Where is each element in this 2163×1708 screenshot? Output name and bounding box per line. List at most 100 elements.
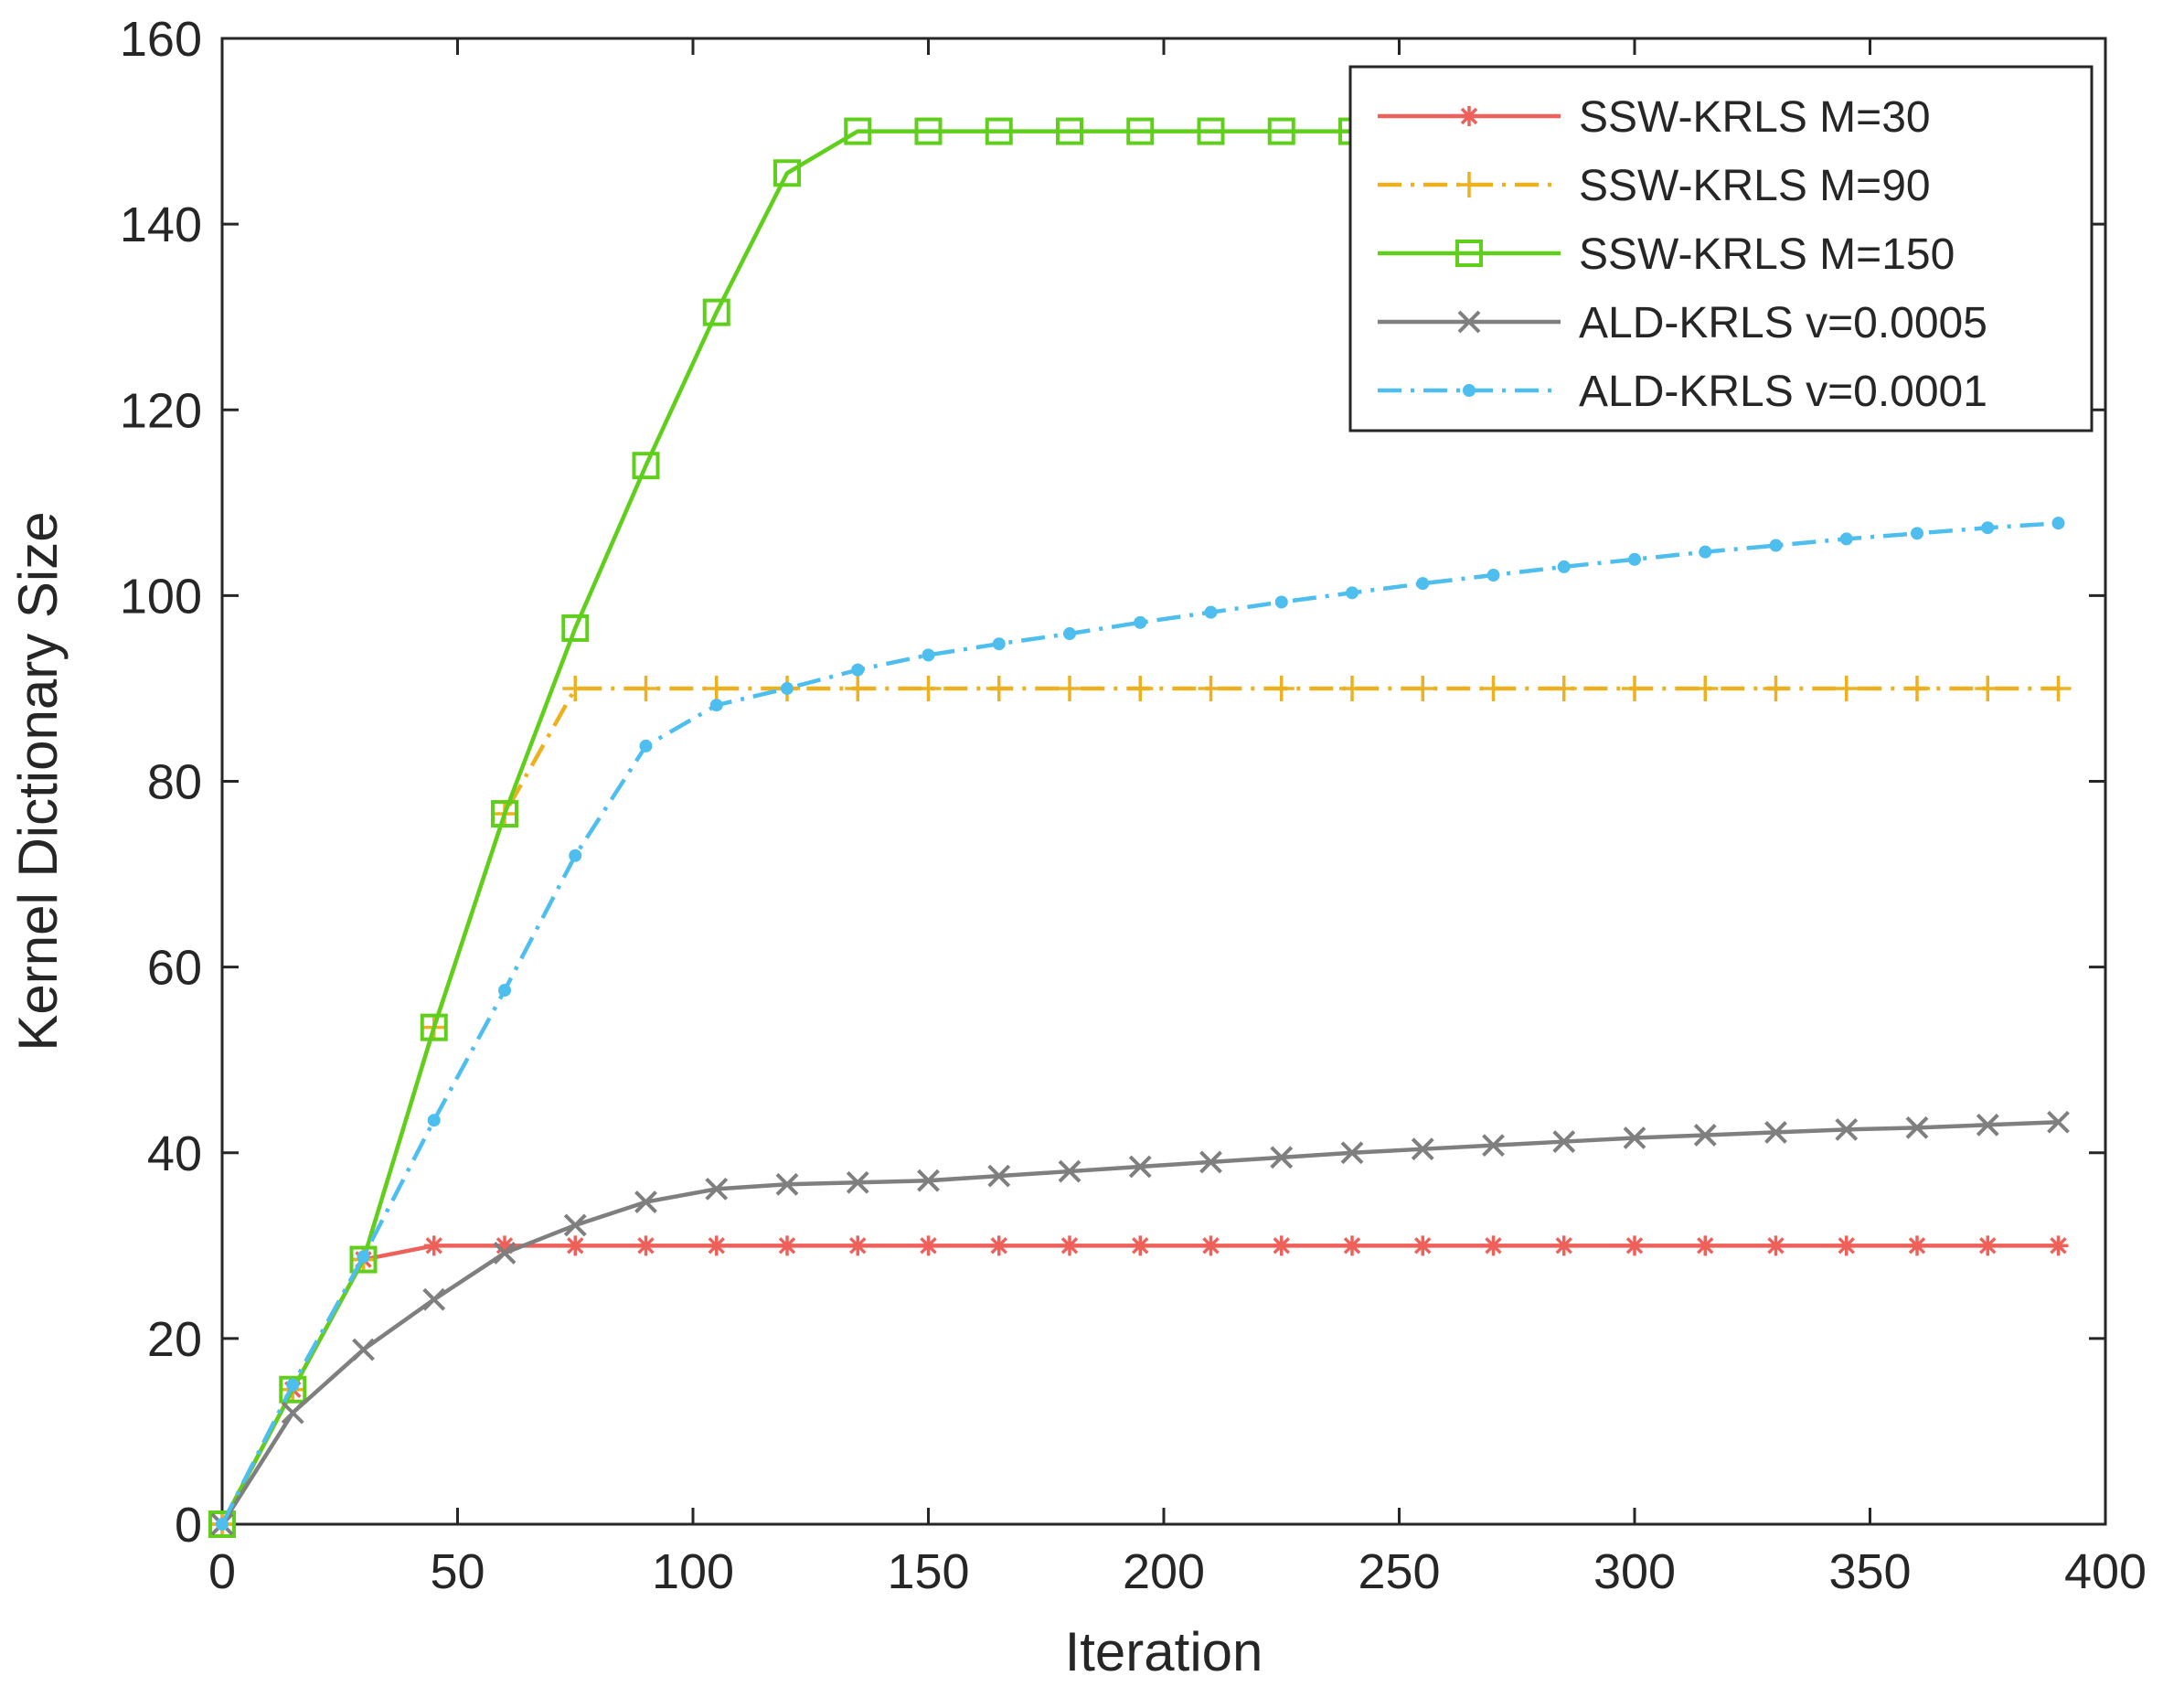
- data-point: [1625, 1235, 1645, 1256]
- data-point: [1204, 605, 1218, 619]
- data-point: [915, 675, 942, 701]
- data-point: [992, 637, 1006, 651]
- data-point: [1197, 117, 1225, 145]
- data-point: [1765, 1235, 1786, 1256]
- y-tick-label: 40: [147, 1126, 202, 1181]
- x-tick-label: 50: [430, 1544, 485, 1599]
- data-point: [773, 159, 801, 187]
- data-point: [844, 117, 872, 145]
- data-point: [2048, 1235, 2069, 1256]
- data-point: [1907, 1235, 1927, 1256]
- data-point: [1271, 1235, 1292, 1256]
- data-point: [1200, 1235, 1221, 1256]
- data-point: [1060, 1235, 1080, 1256]
- data-point: [1058, 1159, 1082, 1183]
- legend-marker-ald-krls-v-0-0005: [1457, 310, 1481, 334]
- data-point: [2045, 675, 2072, 701]
- x-tick-label: 300: [1593, 1544, 1676, 1599]
- data-point: [1905, 1116, 1929, 1139]
- data-point: [635, 1235, 656, 1256]
- data-point: [1410, 675, 1436, 701]
- data-point: [1557, 560, 1571, 573]
- series-ald-krls-v-0-0005: [210, 1110, 2070, 1536]
- data-point: [1622, 675, 1647, 701]
- legend-label-ald-krls-v-0-0005: ALD-KRLS v=0.0005: [1579, 299, 1987, 347]
- data-point: [1699, 545, 1712, 559]
- data-point: [423, 1235, 444, 1256]
- data-point: [286, 1378, 300, 1392]
- data-point: [851, 663, 865, 677]
- axis-ticks: 0 50 100 150 200 250 300 350 400 0 20 40 60 80 100 120 1…: [120, 12, 2147, 1599]
- y-tick-label: 120: [120, 383, 202, 438]
- data-point: [917, 1169, 940, 1192]
- x-tick-label: 0: [208, 1544, 236, 1599]
- data-point: [1274, 595, 1288, 609]
- legend-label-ssw-krls-m-150: SSW-KRLS M=150: [1579, 230, 1955, 279]
- data-point: [914, 117, 943, 145]
- data-point: [1975, 675, 2001, 701]
- data-point: [2051, 517, 2065, 530]
- data-point: [1412, 1235, 1433, 1256]
- data-point: [1268, 675, 1295, 701]
- x-tick-label: 200: [1123, 1544, 1205, 1599]
- data-point: [634, 1190, 657, 1213]
- y-tick-label: 20: [147, 1312, 202, 1367]
- data-point: [1623, 1126, 1646, 1149]
- data-point: [427, 1114, 441, 1127]
- series-ald-krls-v-0-0001: [216, 517, 2065, 1531]
- data-point: [632, 452, 660, 480]
- data-point: [1769, 539, 1783, 552]
- data-point: [2047, 1110, 2070, 1134]
- data-point: [1057, 675, 1082, 701]
- data-point: [987, 1164, 1011, 1188]
- data-point: [216, 1518, 229, 1531]
- data-point: [1267, 117, 1295, 145]
- series-line-ssw-krls-m-150: [220, 129, 1352, 1526]
- data-point: [709, 699, 723, 712]
- data-point: [1764, 1120, 1787, 1144]
- data-point: [988, 1235, 1009, 1256]
- legend-marker-ssw-krls-m-150: [1455, 240, 1483, 267]
- data-point: [705, 1177, 729, 1201]
- data-point: [1134, 615, 1147, 629]
- data-point: [985, 117, 1013, 145]
- x-tick-label: 350: [1828, 1544, 1911, 1599]
- data-point: [706, 1235, 727, 1256]
- data-point: [1835, 1117, 1859, 1141]
- data-point: [1553, 1235, 1574, 1256]
- legend-label-ald-krls-v-0-0001: ALD-KRLS v=0.0001: [1579, 368, 1987, 416]
- data-point: [1763, 675, 1789, 701]
- legend: SSW-KRLS M=30 SSW-KRLS M=90 SSW-KRLS M=150…: [1348, 65, 2094, 432]
- data-point: [1904, 675, 1930, 701]
- series-line-ald-krls-v-0-0001: [219, 520, 2059, 1526]
- data-point: [1126, 117, 1155, 145]
- data-point: [1056, 117, 1083, 145]
- data-point: [1270, 1146, 1294, 1169]
- data-point: [847, 1235, 868, 1256]
- data-point: [1628, 552, 1641, 566]
- data-point: [1976, 1113, 1999, 1137]
- data-point: [702, 298, 730, 326]
- data-point: [781, 681, 794, 695]
- y-tick-label: 60: [147, 941, 202, 996]
- x-axis-label: Iteration: [1065, 1621, 1263, 1682]
- y-tick-label: 140: [120, 197, 202, 252]
- data-point: [922, 648, 935, 662]
- y-tick-label: 0: [175, 1498, 202, 1553]
- data-point: [1063, 627, 1076, 641]
- series-layer: [208, 117, 2072, 1538]
- data-point: [498, 984, 511, 998]
- data-point: [1342, 1235, 1362, 1256]
- data-point: [918, 1235, 939, 1256]
- data-point: [1339, 675, 1365, 701]
- series-ssw-krls-m-150: [208, 117, 1366, 1538]
- data-point: [1480, 675, 1507, 701]
- legend-label-ssw-krls-m-90: SSW-KRLS M=90: [1579, 162, 1931, 210]
- data-point: [775, 1172, 799, 1196]
- x-tick-label: 400: [2064, 1544, 2147, 1599]
- data-point: [1692, 675, 1719, 701]
- data-point: [1482, 1134, 1505, 1158]
- data-point: [1127, 675, 1154, 701]
- data-point: [563, 1213, 587, 1237]
